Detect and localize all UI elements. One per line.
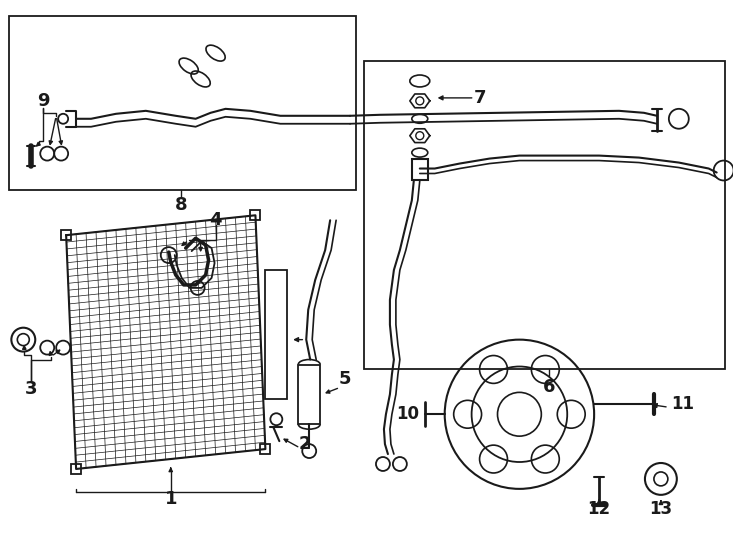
Text: 12: 12 [587,500,611,518]
Text: 9: 9 [37,92,49,110]
Text: 3: 3 [25,380,37,399]
Bar [364,61,724,369]
Bar [298,364,320,424]
Text: 8: 8 [175,197,187,214]
Text: 2: 2 [299,435,311,453]
Text: 6: 6 [543,379,556,396]
Text: 11: 11 [671,395,694,413]
Text: 1: 1 [164,490,177,508]
Text: 13: 13 [650,500,672,518]
Bar [261,444,270,454]
Bar [61,230,71,240]
Text: 4: 4 [209,211,222,230]
Bar [71,464,81,474]
Text: 5: 5 [339,370,352,388]
Text: 10: 10 [396,405,419,423]
Text: 7: 7 [473,89,486,107]
Bar [10,16,356,191]
Bar [250,210,261,220]
Bar [412,159,428,180]
Bar [266,270,287,400]
